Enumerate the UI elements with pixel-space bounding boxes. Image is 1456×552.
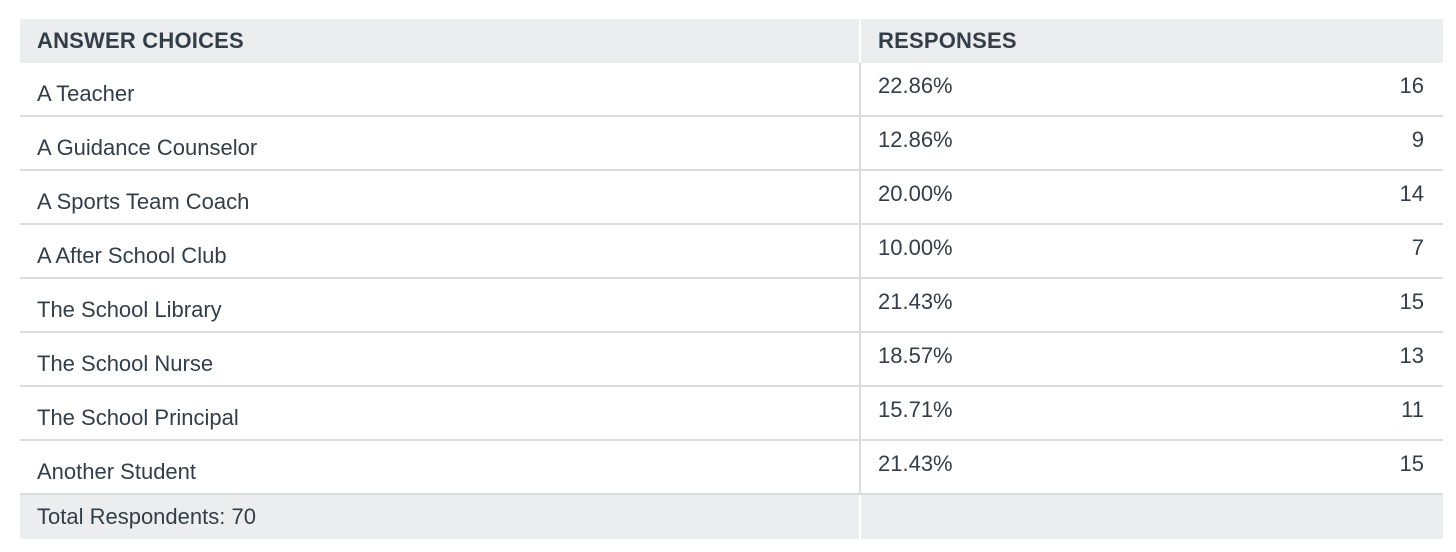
response-count: 15	[1399, 451, 1424, 476]
response-count: 9	[1411, 127, 1424, 152]
responses-header: RESPONSES	[878, 28, 1017, 53]
table-row: The School Library 21.43% 15	[20, 279, 1443, 333]
response-cell: 21.43% 15	[861, 279, 1443, 331]
answer-choice-cell: A Guidance Counselor	[20, 117, 861, 169]
response-percent: 18.57%	[878, 343, 953, 368]
answer-choice-cell: The School Library	[20, 279, 861, 331]
answer-choice-label: A Sports Team Coach	[37, 189, 250, 214]
table-body: A Teacher 22.86% 16 A Guidance Counselor 12.…	[20, 63, 1443, 495]
answer-choice-cell: A After School Club	[20, 225, 861, 277]
response-cell: 21.43% 15	[861, 441, 1443, 493]
answer-choice-label: The School Principal	[37, 405, 239, 430]
response-cell: 10.00% 7	[861, 225, 1443, 277]
response-percent: 21.43%	[878, 289, 953, 314]
response-count: 15	[1399, 289, 1424, 314]
answer-choice-label: The School Library	[37, 297, 222, 322]
answer-choice-cell: Another Student	[20, 441, 861, 493]
table-row: The School Principal 15.71% 11	[20, 387, 1443, 441]
response-count: 7	[1411, 235, 1424, 260]
response-cell: 15.71% 11	[861, 387, 1443, 439]
table-row: A Sports Team Coach 20.00% 14	[20, 171, 1443, 225]
answer-choice-label: Another Student	[37, 459, 197, 484]
answer-choice-cell: The School Nurse	[20, 333, 861, 385]
table-footer-row: Total Respondents: 70	[20, 495, 1443, 539]
response-count: 13	[1399, 343, 1424, 368]
table-row: A Guidance Counselor 12.86% 9	[20, 117, 1443, 171]
response-count: 14	[1399, 181, 1424, 206]
footer-empty-cell	[861, 495, 1443, 539]
answer-choice-label: The School Nurse	[37, 351, 214, 376]
answer-choice-cell: A Sports Team Coach	[20, 171, 861, 223]
answer-choices-header: ANSWER CHOICES	[20, 19, 861, 63]
response-cell: 12.86% 9	[861, 117, 1443, 169]
table-header-row: ANSWER CHOICES RESPONSES	[20, 19, 1443, 63]
response-percent: 22.86%	[878, 73, 953, 98]
answer-choice-label: A Teacher	[37, 81, 135, 106]
response-count: 16	[1399, 73, 1424, 98]
table-row: A Teacher 22.86% 16	[20, 63, 1443, 117]
answer-choice-label: A Guidance Counselor	[37, 135, 258, 160]
response-percent: 15.71%	[878, 397, 953, 422]
response-cell: 22.86% 16	[861, 63, 1443, 115]
answer-choice-cell: A Teacher	[20, 63, 861, 115]
table-row: A After School Club 10.00% 7	[20, 225, 1443, 279]
table-row: Another Student 21.43% 15	[20, 441, 1443, 495]
response-cell: 20.00% 14	[861, 171, 1443, 223]
responses-table: ANSWER CHOICES RESPONSES A Teacher 22.86%…	[20, 19, 1443, 539]
response-percent: 10.00%	[878, 235, 953, 260]
response-percent: 12.86%	[878, 127, 953, 152]
table-row: The School Nurse 18.57% 13	[20, 333, 1443, 387]
response-percent: 21.43%	[878, 451, 953, 476]
answer-choice-label: A After School Club	[37, 243, 227, 268]
total-respondents: Total Respondents: 70	[20, 495, 861, 539]
answer-choice-cell: The School Principal	[20, 387, 861, 439]
response-cell: 18.57% 13	[861, 333, 1443, 385]
response-count: 11	[1401, 397, 1424, 422]
response-percent: 20.00%	[878, 181, 953, 206]
